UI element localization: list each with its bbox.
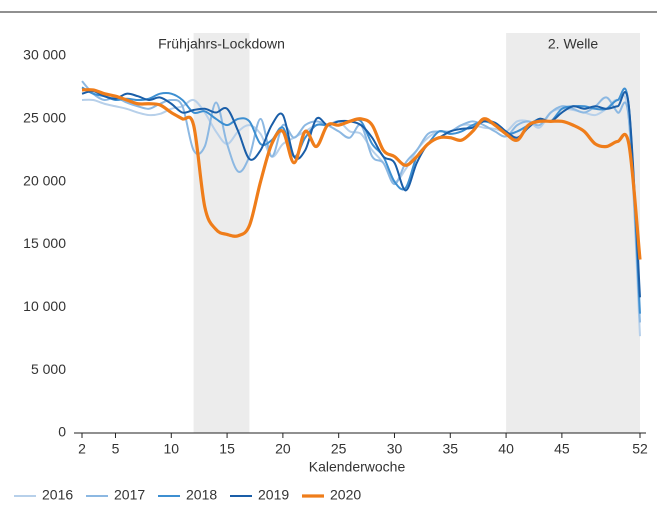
x-tick-label: 45 xyxy=(554,441,570,457)
y-tick-label: 0 xyxy=(58,424,66,440)
x-tick-label: 52 xyxy=(632,441,648,457)
legend-label: 2019 xyxy=(258,487,289,503)
x-tick-label: 30 xyxy=(387,441,403,457)
legend-label: 2017 xyxy=(114,487,145,503)
x-tick-label: 40 xyxy=(498,441,514,457)
y-tick-label: 10 000 xyxy=(23,298,66,314)
span-shade xyxy=(506,33,640,433)
y-tick-label: 15 000 xyxy=(23,235,66,251)
span-label: Frühjahrs-Lockdown xyxy=(158,36,285,52)
y-tick-label: 20 000 xyxy=(23,172,66,188)
legend-label: 2020 xyxy=(330,487,361,503)
legend-label: 2018 xyxy=(186,487,217,503)
series-line xyxy=(81,88,642,260)
x-axis-label: Kalenderwoche xyxy=(309,459,406,475)
span-label: 2. Welle xyxy=(548,36,599,52)
y-tick-label: 5 000 xyxy=(31,361,66,377)
series-line xyxy=(81,80,641,323)
x-tick-label: 25 xyxy=(331,441,347,457)
x-tick-label: 5 xyxy=(112,441,120,457)
y-tick-label: 30 000 xyxy=(23,47,66,63)
x-tick-label: 15 xyxy=(219,441,235,457)
x-tick-label: 35 xyxy=(442,441,458,457)
x-tick-label: 20 xyxy=(275,441,291,457)
x-tick-label: 10 xyxy=(163,441,179,457)
y-tick-label: 25 000 xyxy=(23,110,66,126)
legend-label: 2016 xyxy=(42,487,73,503)
x-tick-label: 2 xyxy=(78,441,86,457)
